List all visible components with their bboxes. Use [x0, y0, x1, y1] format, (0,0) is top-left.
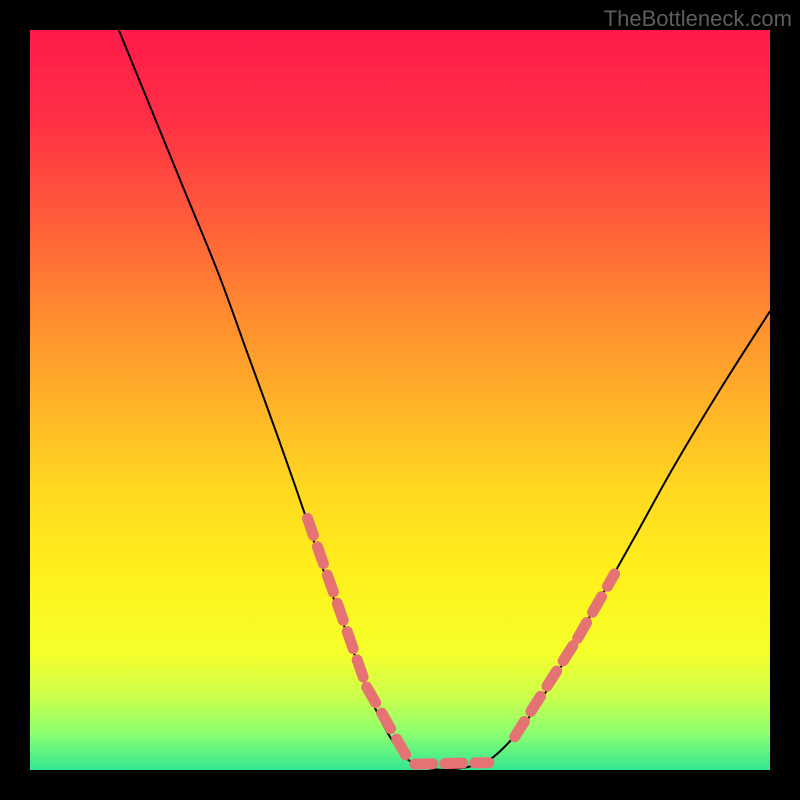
chart-svg — [0, 0, 800, 800]
watermark-text: TheBottleneck.com — [604, 6, 792, 32]
bottleneck-chart: TheBottleneck.com — [0, 0, 800, 800]
gradient-background — [30, 30, 770, 770]
